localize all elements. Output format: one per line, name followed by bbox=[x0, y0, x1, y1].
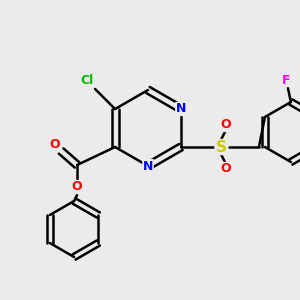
Text: S: S bbox=[215, 140, 226, 154]
Text: N: N bbox=[143, 160, 153, 172]
Text: N: N bbox=[176, 103, 186, 116]
Text: F: F bbox=[282, 74, 290, 86]
Text: O: O bbox=[220, 163, 231, 176]
Text: O: O bbox=[50, 139, 60, 152]
Text: O: O bbox=[220, 118, 231, 131]
Text: O: O bbox=[72, 181, 83, 194]
Text: Cl: Cl bbox=[80, 74, 94, 88]
